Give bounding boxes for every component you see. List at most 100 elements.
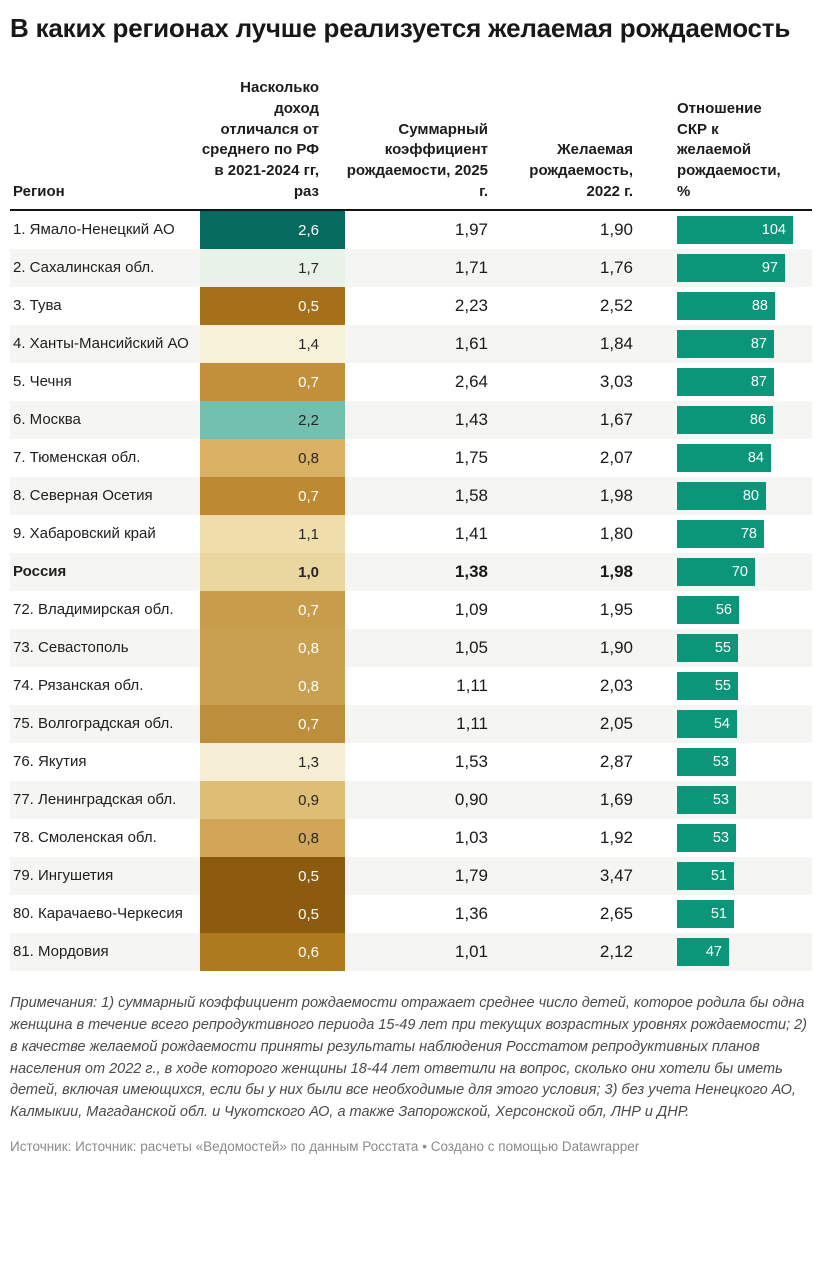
ratio-bar: 55	[677, 672, 738, 701]
source-separator: •	[422, 1139, 427, 1155]
ratio-bar-label: 104	[761, 222, 786, 239]
tfr-value: 1,09	[454, 600, 488, 620]
chart-title: В каких регионах лучше реализуется желае…	[10, 13, 791, 43]
desired-fertility-value: 2,87	[599, 752, 633, 772]
ratio-bar-label: 87	[750, 374, 767, 391]
desired-fertility-value: 2,12	[599, 942, 633, 962]
table-row: 1. Ямало-Ненецкий АО 2,6 1,97 1,90 104	[10, 211, 812, 250]
region-name: 6. Москва	[13, 411, 81, 429]
ratio-bar: 84	[677, 444, 771, 473]
region-name: 4. Ханты-Мансийский АО	[13, 335, 189, 353]
ratio-bar-cell: 56	[643, 591, 812, 629]
ratio-bar: 104	[677, 216, 793, 245]
ratio-bar-label: 80	[742, 488, 759, 505]
region-name: 77. Ленинградская обл.	[13, 791, 177, 809]
ratio-bar: 53	[677, 748, 736, 777]
ratio-bar: 51	[677, 900, 734, 929]
ratio-bar: 97	[677, 254, 785, 283]
income-heatmap-cell: 0,7	[200, 705, 345, 744]
table-row: 77. Ленинградская обл. 0,9 0,90 1,69 53	[10, 781, 812, 820]
desired-fertility-value: 1,98	[599, 562, 633, 582]
ratio-bar: 87	[677, 330, 774, 359]
ratio-bar-label: 55	[714, 678, 731, 695]
table-row: 79. Ингушетия 0,5 1,79 3,47 51	[10, 857, 812, 896]
ratio-bar: 54	[677, 710, 737, 739]
region-name: 9. Хабаровский край	[13, 525, 156, 543]
tfr-value: 1,11	[456, 676, 488, 696]
ratio-bar-cell: 47	[643, 933, 812, 971]
table-row: 72. Владимирская обл. 0,7 1,09 1,95 56	[10, 591, 812, 630]
ratio-bar-cell: 87	[643, 325, 812, 363]
ratio-bar: 70	[677, 558, 755, 587]
ratio-bar-label: 47	[705, 944, 722, 961]
income-heatmap-cell: 0,8	[200, 439, 345, 478]
income-heatmap-cell: 0,5	[200, 287, 345, 326]
desired-fertility-value: 1,69	[599, 790, 633, 810]
tfr-value: 1,97	[454, 220, 488, 240]
table-row: 4. Ханты-Мансийский АО 1,4 1,61 1,84 87	[10, 325, 812, 364]
region-name: 72. Владимирская обл.	[13, 601, 174, 619]
column-header-region: Регион	[13, 182, 65, 200]
income-heatmap-cell: 1,7	[200, 249, 345, 288]
income-heatmap-cell: 1,4	[200, 325, 345, 364]
ratio-bar: 88	[677, 292, 775, 321]
income-heatmap-cell: 0,8	[200, 819, 345, 858]
region-name: 78. Смоленская обл.	[13, 829, 157, 847]
ratio-bar: 53	[677, 786, 736, 815]
region-name: Россия	[13, 563, 67, 581]
column-header-ratio: Отношение СКР к желаемой рождаемости, %	[677, 99, 781, 200]
ratio-bar-label: 78	[740, 526, 757, 543]
region-name: 5. Чечня	[13, 373, 72, 391]
income-heatmap-cell: 0,7	[200, 363, 345, 402]
region-name: 1. Ямало-Ненецкий АО	[13, 221, 175, 239]
ratio-bar-cell: 87	[643, 363, 812, 401]
ratio-bar-label: 53	[712, 830, 729, 847]
chart-source-line: Источник: Источник: расчеты «Ведомостей»…	[10, 1138, 812, 1157]
table-row: 81. Мордовия 0,6 1,01 2,12 47	[10, 933, 812, 972]
ratio-bar-label: 54	[713, 716, 730, 733]
data-table: Регион Насколько доход отличался от сред…	[10, 78, 812, 972]
ratio-bar-cell: 88	[643, 287, 812, 325]
ratio-bar-cell: 70	[643, 553, 812, 591]
income-heatmap-cell: 1,1	[200, 515, 345, 554]
datawrapper-byline-link[interactable]: Создано с помощью Datawrapper	[430, 1139, 640, 1155]
ratio-bar: 53	[677, 824, 736, 853]
desired-fertility-value: 1,76	[599, 258, 633, 278]
ratio-bar-cell: 78	[643, 515, 812, 553]
income-heatmap-cell: 0,7	[200, 477, 345, 516]
table-row: 73. Севастополь 0,8 1,05 1,90 55	[10, 629, 812, 668]
table-row: 78. Смоленская обл. 0,8 1,03 1,92 53	[10, 819, 812, 858]
ratio-bar: 56	[677, 596, 739, 625]
region-name: 75. Волгоградская обл.	[13, 715, 174, 733]
ratio-bar-cell: 51	[643, 857, 812, 895]
region-name: 3. Тува	[13, 297, 62, 315]
table-row: 76. Якутия 1,3 1,53 2,87 53	[10, 743, 812, 782]
ratio-bar: 80	[677, 482, 766, 511]
ratio-bar-label: 70	[731, 564, 748, 581]
ratio-bar: 55	[677, 634, 738, 663]
region-name: 7. Тюменская обл.	[13, 449, 141, 467]
desired-fertility-value: 2,52	[599, 296, 633, 316]
income-heatmap-cell: 1,3	[200, 743, 345, 782]
ratio-bar-label: 84	[747, 450, 764, 467]
tfr-value: 1,38	[454, 562, 488, 582]
desired-fertility-value: 3,47	[599, 866, 633, 886]
desired-fertility-value: 1,67	[599, 410, 633, 430]
tfr-value: 1,03	[454, 828, 488, 848]
desired-fertility-value: 2,07	[599, 448, 633, 468]
column-header-income: Насколько доход отличался от среднего по…	[201, 79, 319, 200]
tfr-value: 1,71	[454, 258, 488, 278]
ratio-bar-cell: 54	[643, 705, 812, 743]
tfr-value: 1,58	[454, 486, 488, 506]
ratio-bar-label: 53	[712, 754, 729, 771]
tfr-value: 1,79	[454, 866, 488, 886]
tfr-value: 1,75	[454, 448, 488, 468]
source-label: Источник:	[10, 1139, 72, 1155]
table-row: 74. Рязанская обл. 0,8 1,11 2,03 55	[10, 667, 812, 706]
tfr-value: 1,53	[454, 752, 488, 772]
ratio-bar-cell: 84	[643, 439, 812, 477]
tfr-value: 0,90	[454, 790, 488, 810]
ratio-bar: 86	[677, 406, 773, 435]
ratio-bar-cell: 86	[643, 401, 812, 439]
desired-fertility-value: 1,84	[599, 334, 633, 354]
